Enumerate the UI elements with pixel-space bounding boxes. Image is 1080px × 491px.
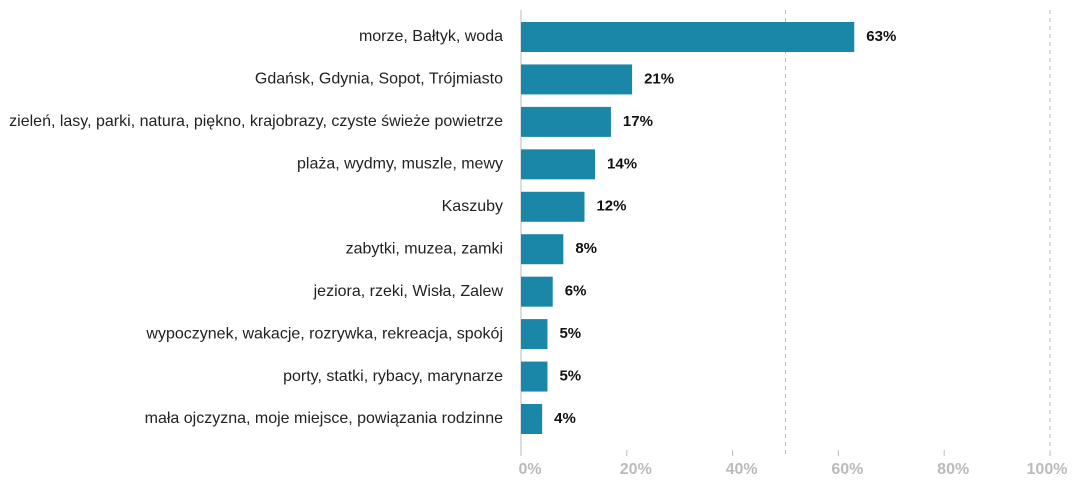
category-label: plaża, wydmy, muszle, mewy [297, 156, 503, 173]
category-label: zieleń, lasy, parki, natura, piękno, kra… [9, 113, 503, 130]
value-label: 63% [866, 28, 896, 45]
bar [521, 191, 585, 222]
value-label: 21% [644, 70, 674, 87]
bar [521, 149, 596, 180]
value-label: 5% [559, 325, 581, 342]
category-label: mała ojczyzna, moje miejsce, powiązania … [145, 410, 503, 427]
value-label: 8% [575, 240, 597, 257]
bar [521, 319, 548, 350]
value-label: 12% [596, 198, 626, 215]
bar [521, 361, 548, 392]
bar [521, 404, 543, 434]
value-label: 5% [559, 368, 581, 385]
x-tick-label: 60% [831, 461, 863, 478]
x-tick-label: 0% [518, 461, 541, 478]
x-tick-label: 20% [620, 461, 652, 478]
category-label: jeziora, rzeki, Wisła, Zalew [313, 283, 504, 300]
category-label: Gdańsk, Gdynia, Sopot, Trójmiasto [255, 71, 503, 88]
x-tick-label: 40% [726, 461, 758, 478]
bar [521, 234, 564, 265]
x-tick-label: 80% [937, 461, 969, 478]
category-label: wypoczynek, wakacje, rozrywka, rekreacja… [145, 325, 503, 342]
value-label: 17% [623, 113, 653, 130]
bar [521, 64, 633, 95]
bar [521, 22, 855, 52]
value-label: 4% [554, 410, 576, 427]
category-label: zabytki, muzea, zamki [346, 240, 503, 257]
bar [521, 276, 553, 307]
bar [521, 106, 611, 137]
category-label: porty, statki, rybacy, marynarze [283, 368, 503, 385]
value-label: 6% [565, 283, 587, 300]
x-tick-label: 100% [1027, 461, 1068, 478]
category-label: morze, Bałtyk, woda [359, 28, 503, 45]
value-label: 14% [607, 155, 637, 172]
category-label: Kaszuby [442, 198, 503, 215]
